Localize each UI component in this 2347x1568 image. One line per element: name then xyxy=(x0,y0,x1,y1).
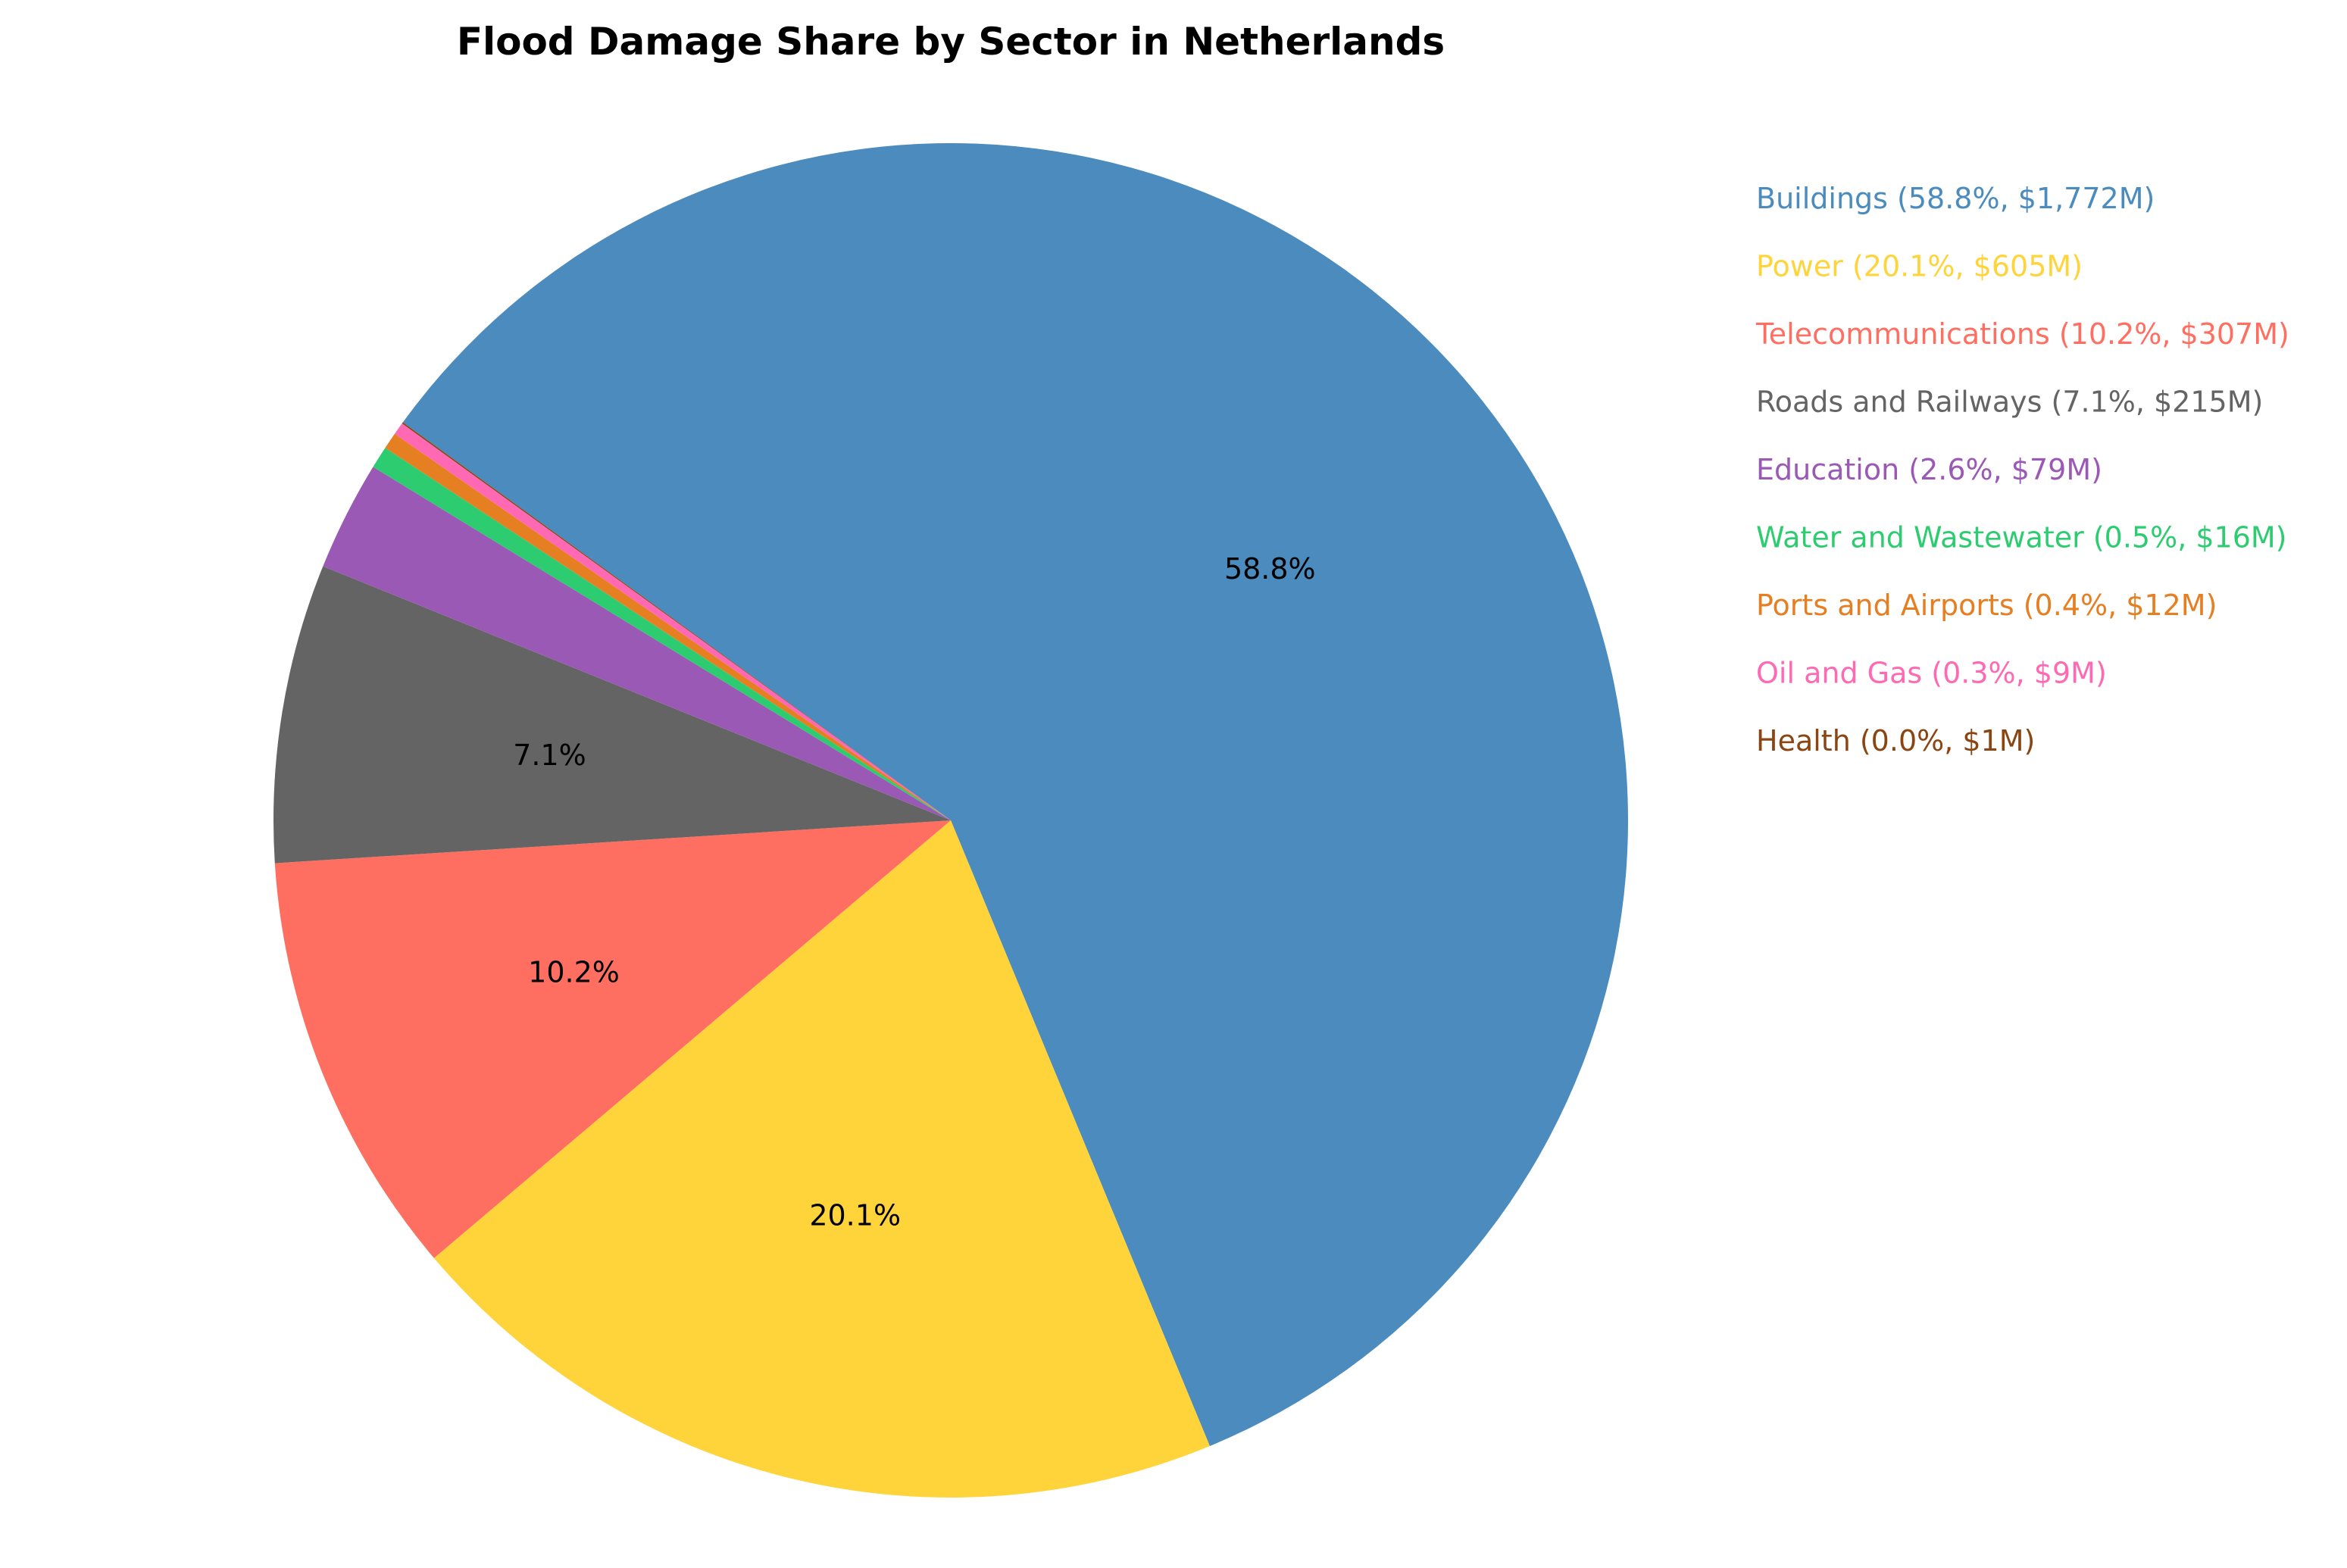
legend-entry-health: Health (0.0%, $1M) xyxy=(1756,724,2035,757)
legend-entry-telecommunications: Telecommunications (10.2%, $307M) xyxy=(1755,317,2289,351)
legend-entry-buildings: Buildings (58.8%, $1,772M) xyxy=(1756,182,2155,215)
slice-label-telecommunications: 10.2% xyxy=(528,956,620,989)
slice-label-buildings: 58.8% xyxy=(1224,552,1316,586)
pie-slices xyxy=(273,143,1628,1498)
legend: Buildings (58.8%, $1,772M) Power (20.1%, … xyxy=(1755,182,2289,757)
legend-entry-education: Education (2.6%, $79M) xyxy=(1756,453,2102,486)
legend-entry-roads-and-railways: Roads and Railways (7.1%, $215M) xyxy=(1756,386,2263,419)
chart-title: Flood Damage Share by Sector in Netherla… xyxy=(457,20,1445,64)
pie-slice-health xyxy=(402,422,951,820)
pie-slice-power xyxy=(433,820,1210,1498)
legend-entry-ports-and-airports: Ports and Airports (0.4%, $12M) xyxy=(1756,589,2217,622)
pie-slice-ports-and-airports xyxy=(385,433,951,820)
legend-entry-water-and-wastewater: Water and Wastewater (0.5%, $16M) xyxy=(1756,521,2287,554)
pie-slice-education xyxy=(323,467,951,820)
pie-slice-buildings xyxy=(402,143,1628,1447)
legend-entry-oil-and-gas: Oil and Gas (0.3%, $9M) xyxy=(1756,657,2107,690)
pie-slice-oil-and-gas xyxy=(394,423,951,820)
pie-slice-telecommunications xyxy=(274,820,951,1258)
slice-label-roads-and-railways: 7.1% xyxy=(513,739,586,772)
pie-slice-water-and-wastewater xyxy=(373,448,951,820)
slice-label-power: 20.1% xyxy=(809,1198,901,1232)
pie-slice-labels: 58.8% 20.1% 10.2% 7.1% xyxy=(513,552,1315,1232)
legend-entry-power: Power (20.1%, $605M) xyxy=(1756,250,2083,283)
pie-slice-roads-and-railways xyxy=(273,566,951,864)
